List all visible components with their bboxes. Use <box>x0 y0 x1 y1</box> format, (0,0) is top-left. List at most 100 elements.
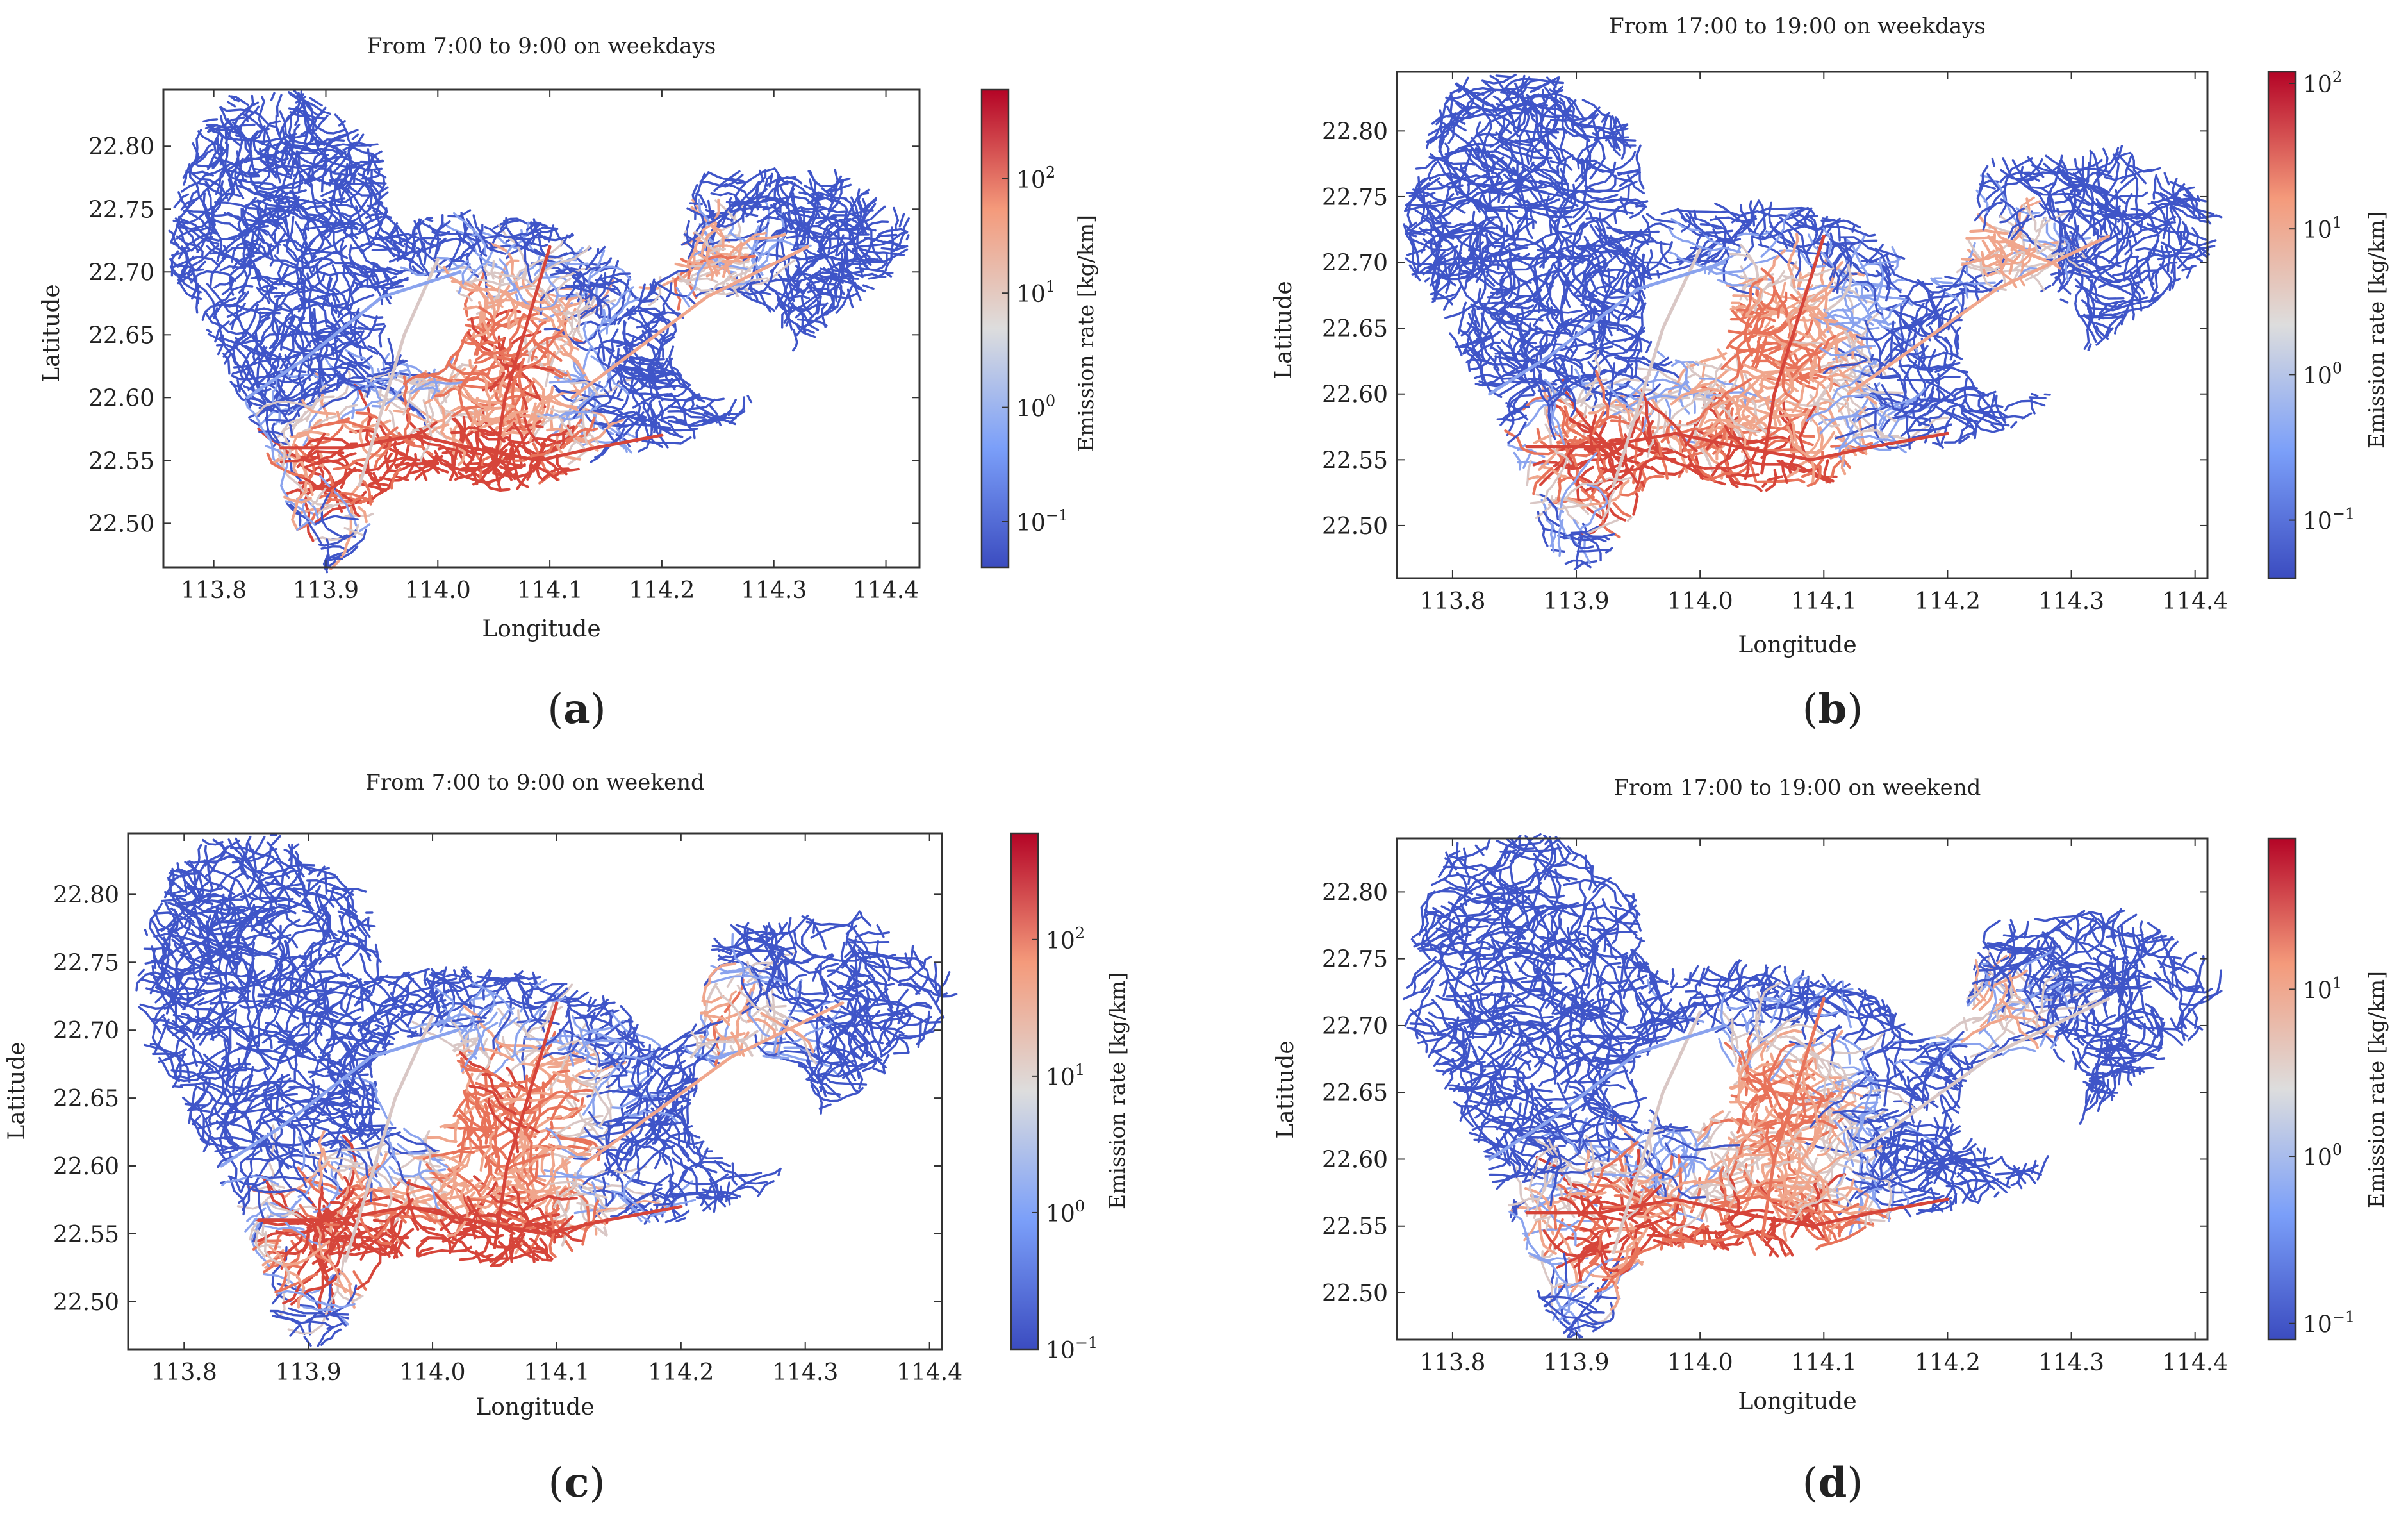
road-segment <box>1446 105 1512 134</box>
road-segment <box>427 389 434 422</box>
road-segment <box>641 401 665 444</box>
road-segment <box>354 1295 364 1302</box>
road-segment <box>2083 313 2104 340</box>
road-segment <box>561 416 596 449</box>
road-segment <box>1773 360 1802 371</box>
road-segment <box>360 248 395 287</box>
road-segment <box>1959 279 2004 293</box>
road-segment <box>392 474 409 481</box>
road-segment <box>1494 138 1549 151</box>
road-segment <box>179 217 199 251</box>
road-segment <box>279 442 286 466</box>
colorbar-label: Emission rate [kg/km] <box>1073 215 1098 452</box>
road-segment <box>641 436 692 445</box>
road-segment <box>1616 280 1633 331</box>
road-segment <box>1806 213 1818 241</box>
road-segment <box>598 297 639 333</box>
road-segment <box>1506 295 1528 309</box>
road-segment <box>1412 188 1466 214</box>
road-segment <box>1488 172 1501 212</box>
road-segment <box>331 264 338 291</box>
road-segment <box>296 520 309 531</box>
road-segment <box>246 157 289 174</box>
road-segment <box>307 151 340 187</box>
road-segment <box>351 220 387 245</box>
road-segment <box>694 231 727 251</box>
road-segment <box>2127 1039 2163 1049</box>
road-segment <box>316 353 322 398</box>
road-segment <box>1918 403 1966 427</box>
road-segment <box>137 968 145 977</box>
road-segment <box>1897 376 1961 382</box>
road-segment <box>301 223 356 260</box>
y-tick-label: 22.55 <box>88 448 154 474</box>
road-segment <box>2047 238 2061 258</box>
road-segment <box>366 449 399 488</box>
road-segment <box>1557 475 1637 505</box>
road-segment <box>2013 270 2020 281</box>
road-segment <box>312 106 327 133</box>
road-segment <box>572 360 582 378</box>
road-segment <box>705 247 714 281</box>
road-segment <box>1991 157 1995 167</box>
road-segment <box>269 833 277 836</box>
road-segment <box>279 93 304 135</box>
road-segment <box>1647 253 1708 276</box>
road-segment <box>374 943 379 957</box>
road-segment <box>1496 414 1527 422</box>
road-segment <box>317 1129 326 1191</box>
road-segment <box>206 329 212 334</box>
road-segment <box>338 315 378 358</box>
road-segment <box>801 283 820 330</box>
road-segment <box>1640 290 1646 299</box>
road-segment <box>2104 169 2152 181</box>
road-segment <box>1587 435 1624 468</box>
road-segment <box>1426 123 1442 149</box>
road-segment <box>293 370 341 410</box>
x-tick-label: 113.8 <box>151 1359 217 1386</box>
road-segment <box>656 385 705 403</box>
road-segment <box>499 218 509 231</box>
arterial-road <box>245 270 462 399</box>
road-segment <box>177 231 219 260</box>
road-segment <box>711 262 757 292</box>
road-segment <box>1807 267 1851 278</box>
road-segment <box>1940 410 1975 430</box>
road-segment <box>470 317 506 351</box>
road-segment <box>1965 236 1995 240</box>
road-segment <box>240 207 265 244</box>
road-segment <box>1974 190 2006 222</box>
road-segment <box>2089 149 2099 176</box>
road-segment <box>177 272 194 285</box>
road-segment <box>466 224 484 263</box>
road-segment <box>537 410 589 421</box>
y-tick-label: 22.50 <box>53 1290 119 1316</box>
road-segment <box>595 272 607 319</box>
arterial-road <box>570 245 809 399</box>
road-segment <box>1829 253 1842 285</box>
road-segment <box>304 442 358 469</box>
road-segment <box>1753 335 1768 371</box>
road-segment <box>837 220 889 256</box>
road-segment <box>1702 363 1723 404</box>
road-segment <box>1934 405 1976 436</box>
road-segment <box>2152 174 2157 200</box>
road-segment <box>1999 206 2027 224</box>
road-segment <box>330 556 343 560</box>
panel-title: From 7:00 to 9:00 on weekend <box>365 770 705 795</box>
road-segment <box>798 213 816 253</box>
road-segment <box>321 278 333 309</box>
road-segment <box>472 448 508 486</box>
road-segment <box>536 275 568 282</box>
y-tick-label: 22.75 <box>1322 185 1388 211</box>
road-segment <box>729 396 745 424</box>
road-segment <box>707 199 748 228</box>
x-axis-label: Longitude <box>1738 632 1856 658</box>
road-segment <box>371 262 389 283</box>
road-segment <box>1510 308 1560 320</box>
road-segment <box>176 226 214 240</box>
road-segment <box>857 188 870 226</box>
road-segment <box>245 360 267 404</box>
